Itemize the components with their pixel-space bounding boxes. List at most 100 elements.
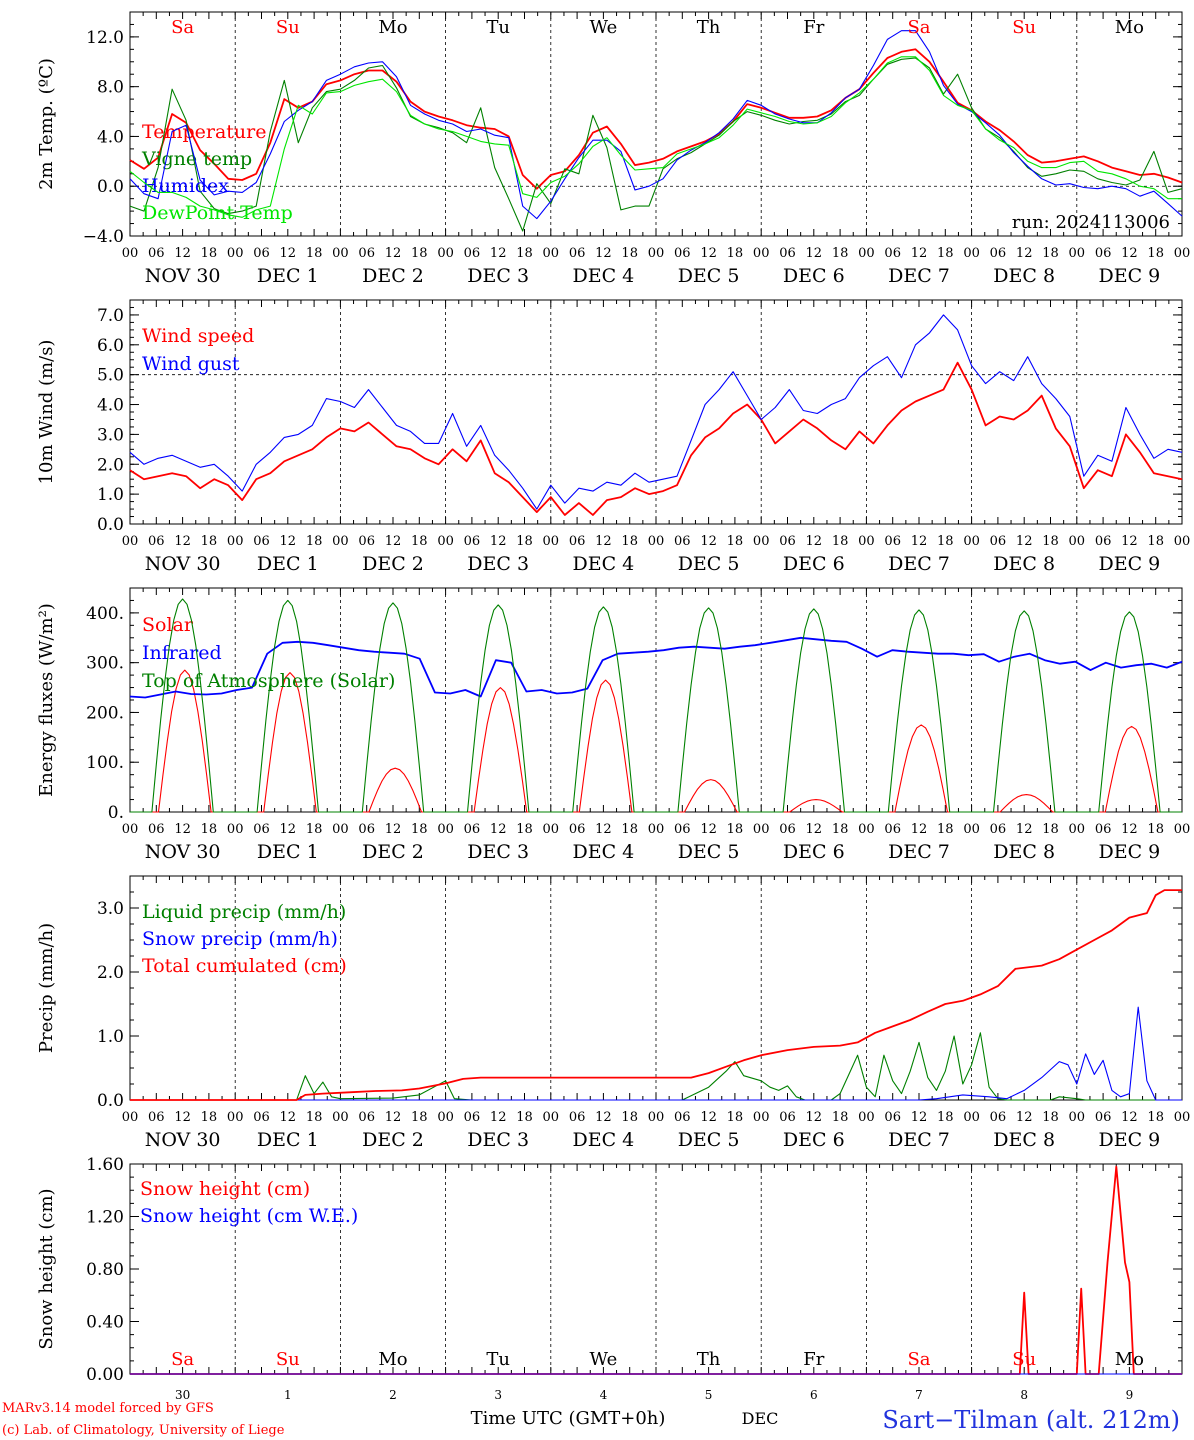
series-line-3 — [130, 598, 1182, 813]
hour-tick-label: 06 — [569, 1110, 586, 1125]
hour-tick-label: 18 — [1042, 246, 1059, 261]
hour-tick-label: 06 — [253, 534, 270, 549]
hour-tick-label: 12 — [280, 1110, 297, 1125]
hour-tick-label: 00 — [1069, 1110, 1086, 1125]
hour-tick-label: 12 — [595, 534, 612, 549]
date-label: DEC 5 — [678, 1129, 740, 1151]
hour-tick-label: 00 — [332, 534, 349, 549]
hour-tick-label: 06 — [464, 1110, 481, 1125]
hour-tick-label: 00 — [753, 822, 770, 837]
hour-tick-label: 18 — [832, 822, 849, 837]
hour-tick-label: 12 — [911, 534, 928, 549]
y-tick-label: 4.0 — [97, 127, 124, 147]
hour-tick-label: 12 — [280, 534, 297, 549]
hour-tick-label: 00 — [543, 246, 560, 261]
hour-tick-label: 12 — [1121, 534, 1138, 549]
y-tick-label: 1.60 — [86, 1155, 124, 1175]
legend-entry: Temperature — [142, 121, 266, 143]
date-label: DEC 2 — [362, 1129, 424, 1151]
date-label: DEC 4 — [573, 265, 635, 287]
legend-entry: Humidex — [142, 175, 229, 197]
hour-tick-label: 00 — [227, 1110, 244, 1125]
day-of-week-label: Fr — [803, 17, 824, 38]
y-tick-label: 3.0 — [97, 899, 124, 919]
date-label: DEC 2 — [362, 553, 424, 575]
legend-entry: Top of Atmosphere (Solar) — [142, 670, 395, 692]
hour-tick-label: 00 — [437, 822, 454, 837]
x-axis-label: Time UTC (GMT+0h) — [471, 1408, 666, 1429]
hour-tick-label: 18 — [1042, 822, 1059, 837]
hour-tick-label: 06 — [674, 534, 691, 549]
y-tick-label: 0.0 — [97, 1091, 124, 1111]
y-tick-label: 7.0 — [97, 306, 124, 326]
hour-tick-label: 06 — [779, 246, 796, 261]
hour-tick-label: 06 — [148, 534, 165, 549]
hour-tick-label: 18 — [832, 534, 849, 549]
hour-tick-label: 18 — [201, 822, 218, 837]
y-tick-label: 0.0 — [97, 515, 124, 535]
hour-tick-label: 00 — [1174, 534, 1191, 549]
hour-tick-label: 12 — [490, 534, 507, 549]
hour-tick-label: 00 — [122, 246, 139, 261]
y-tick-label: 2.0 — [97, 455, 124, 475]
day-number-label: 6 — [810, 1388, 818, 1402]
date-label: DEC 4 — [573, 841, 635, 863]
hour-tick-label: 12 — [385, 1110, 402, 1125]
hour-tick-label: 06 — [569, 534, 586, 549]
series-line-1 — [130, 1032, 1182, 1101]
hour-tick-label: 00 — [1174, 246, 1191, 261]
day-of-week-label: Th — [697, 17, 721, 38]
day-number-label: 3 — [494, 1388, 502, 1402]
y-tick-label: 400. — [86, 604, 124, 624]
hour-tick-label: 12 — [911, 822, 928, 837]
date-label: DEC 3 — [467, 841, 529, 863]
hour-tick-label: 06 — [253, 246, 270, 261]
hour-tick-label: 18 — [516, 534, 533, 549]
hour-tick-label: 12 — [174, 534, 191, 549]
day-of-week-label: Mo — [378, 1349, 407, 1370]
hour-tick-label: 12 — [385, 822, 402, 837]
hour-tick-label: 06 — [1095, 534, 1112, 549]
y-tick-label: −4.0 — [83, 227, 124, 247]
hour-tick-label: 00 — [122, 822, 139, 837]
day-of-week-label: Sa — [171, 17, 194, 38]
footer-copyright-line: (c) Lab. of Climatology, University of L… — [2, 1423, 285, 1438]
hour-tick-label: 00 — [437, 1110, 454, 1125]
day-number-label: 1 — [284, 1388, 292, 1402]
y-tick-label: 1.0 — [97, 1027, 124, 1047]
hour-tick-label: 00 — [543, 822, 560, 837]
hour-tick-label: 00 — [227, 246, 244, 261]
date-label: DEC 1 — [257, 1129, 319, 1151]
hour-tick-label: 06 — [358, 534, 375, 549]
legend-entry: Snow height (cm W.E.) — [140, 1205, 358, 1227]
hour-tick-label: 06 — [358, 822, 375, 837]
hour-tick-label: 18 — [201, 246, 218, 261]
day-of-week-label: We — [590, 17, 618, 38]
legend-entry: Solar — [142, 614, 194, 636]
hour-tick-label: 00 — [648, 534, 665, 549]
hour-tick-label: 06 — [884, 534, 901, 549]
legend-entry: Wind gust — [142, 353, 240, 375]
hour-tick-label: 06 — [464, 246, 481, 261]
hour-tick-label: 00 — [437, 534, 454, 549]
hour-tick-label: 18 — [621, 246, 638, 261]
series-line-2 — [129, 636, 1183, 699]
hour-tick-label: 00 — [332, 1110, 349, 1125]
hour-tick-label: 18 — [727, 1110, 744, 1125]
hour-tick-label: 12 — [385, 246, 402, 261]
hour-tick-label: 00 — [648, 822, 665, 837]
date-label: NOV 30 — [145, 553, 221, 575]
hour-tick-label: 00 — [648, 246, 665, 261]
day-of-week-label: Tu — [486, 17, 510, 38]
day-of-week-label: Su — [276, 17, 300, 38]
hour-tick-label: 00 — [753, 246, 770, 261]
day-number-label: 2 — [389, 1388, 397, 1402]
hour-tick-label: 06 — [990, 1110, 1007, 1125]
station-label: Sart−Tilman (alt. 212m) — [882, 1406, 1180, 1434]
hour-tick-label: 18 — [937, 246, 954, 261]
hour-tick-label: 00 — [332, 822, 349, 837]
hour-tick-label: 12 — [806, 822, 823, 837]
hour-tick-label: 00 — [648, 1110, 665, 1125]
date-label: DEC 3 — [467, 553, 529, 575]
hour-tick-label: 18 — [306, 534, 323, 549]
